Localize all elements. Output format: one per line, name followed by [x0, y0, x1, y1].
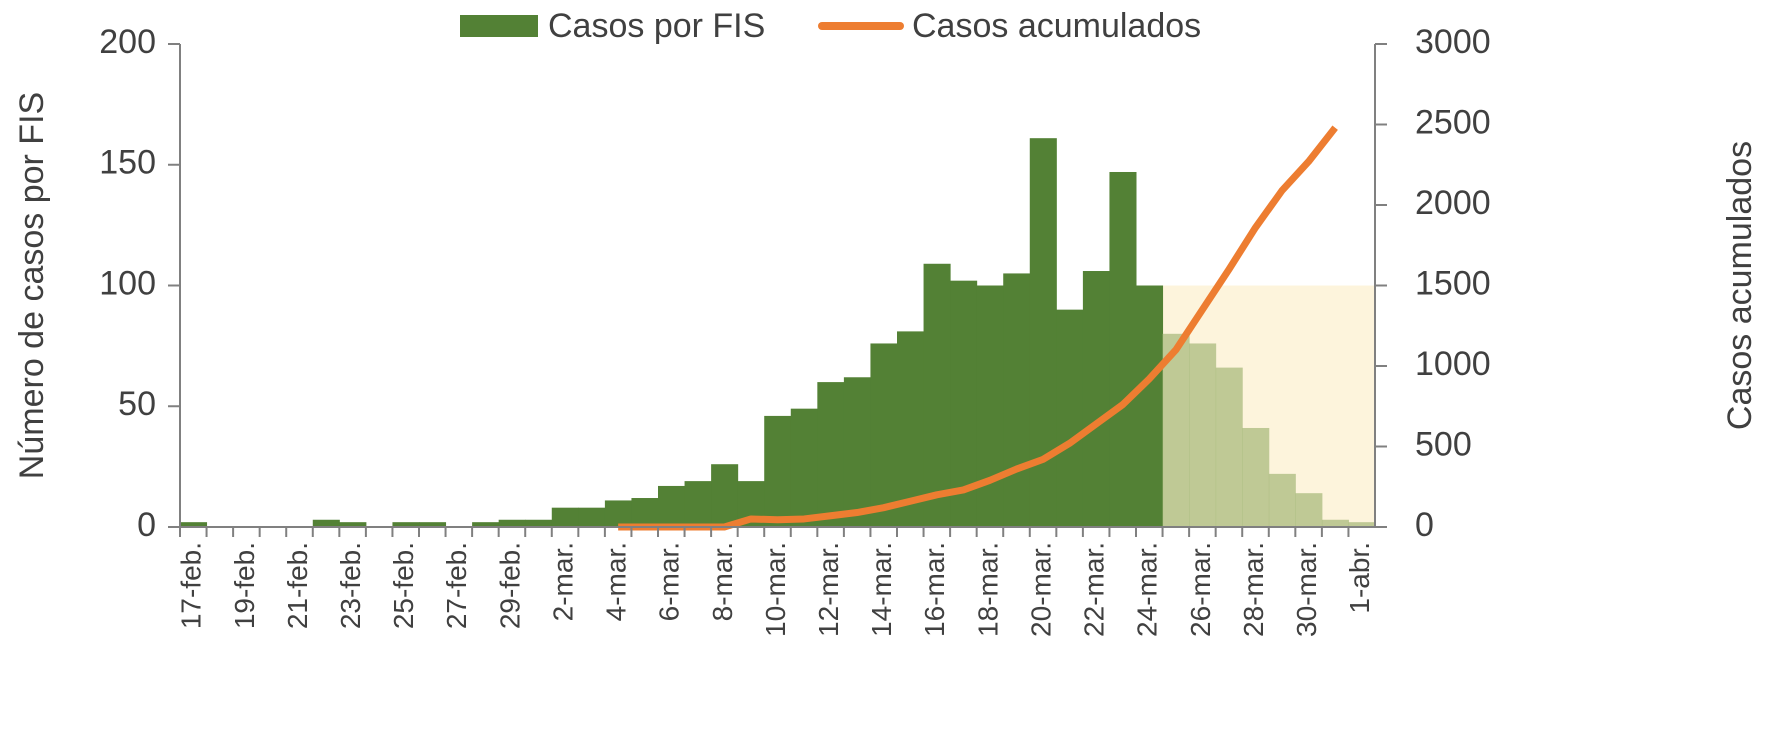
x-tick-label: 19-feb. [229, 542, 260, 629]
y2-tick-label: 3000 [1415, 23, 1491, 61]
bar [1029, 138, 1057, 527]
bar [1348, 522, 1376, 527]
x-tick-label: 16-mar. [919, 542, 950, 637]
bar [976, 285, 1004, 527]
bar [843, 377, 871, 527]
x-tick-label: 2-mar. [547, 542, 578, 621]
bar [870, 343, 898, 527]
x-tick-label: 28-mar. [1238, 542, 1269, 637]
legend-label: Casos acumulados [912, 7, 1201, 45]
bar [1082, 271, 1110, 527]
bar [525, 519, 553, 527]
y2-tick-label: 2000 [1415, 184, 1491, 222]
x-tick-label: 21-feb. [282, 542, 313, 629]
bar [1136, 285, 1164, 527]
bar [180, 522, 208, 527]
x-tick-label: 1-abr. [1344, 542, 1375, 614]
bar [551, 507, 579, 527]
bar [604, 500, 632, 527]
bar [897, 331, 925, 527]
y2-tick-label: 1000 [1415, 345, 1491, 383]
line [618, 125, 1338, 531]
x-tick-label: 29-feb. [494, 542, 525, 629]
bar [472, 522, 500, 527]
bar [1321, 519, 1349, 527]
x-tick-label: 23-feb. [335, 542, 366, 629]
x-tick-label: 10-mar. [760, 542, 791, 637]
y-tick-label: 100 [99, 264, 156, 302]
bar [1003, 273, 1031, 527]
bar [1215, 367, 1243, 527]
bar [817, 382, 845, 527]
y-tick-label: 150 [99, 144, 156, 182]
x-tick-label: 8-mar. [707, 542, 738, 621]
bar [1056, 309, 1084, 527]
bar [1189, 343, 1217, 527]
x-tick-label: 4-mar. [601, 542, 632, 621]
x-tick-label: 20-mar. [1025, 542, 1056, 637]
x-tick-label: 6-mar. [654, 542, 685, 621]
x-tick-label: 14-mar. [866, 542, 897, 637]
y2-tick-label: 1500 [1415, 264, 1491, 302]
bar [419, 522, 447, 527]
y2-tick-label: 2500 [1415, 103, 1491, 141]
bar [1268, 473, 1296, 527]
y2-tick-label: 0 [1415, 506, 1434, 544]
x-tick-label: 24-mar. [1132, 542, 1163, 637]
bar [339, 522, 367, 527]
bar [684, 481, 712, 527]
bar [1109, 171, 1137, 527]
bar [764, 415, 792, 527]
bar [631, 498, 659, 527]
x-tick-label: 17-feb. [176, 542, 207, 629]
x-tick-label: 26-mar. [1185, 542, 1216, 637]
x-tick-label: 22-mar. [1079, 542, 1110, 637]
x-tick-label: 18-mar. [972, 542, 1003, 637]
bar [790, 408, 818, 527]
bar [392, 522, 420, 527]
y-tick-label: 0 [137, 506, 156, 544]
bar [578, 507, 606, 527]
x-tick-label: 27-feb. [441, 542, 472, 629]
bar [1242, 427, 1270, 527]
y-tick-label: 200 [99, 23, 156, 61]
x-tick-label: 25-feb. [388, 542, 419, 629]
bar [1295, 493, 1323, 527]
y-axis-label: Número de casos por FIS [13, 92, 51, 479]
bar [923, 263, 951, 527]
y2-axis-label: Casos acumulados [1721, 141, 1759, 430]
bar [711, 464, 739, 527]
bar [312, 519, 340, 527]
bar [658, 485, 686, 527]
x-tick-label: 30-mar. [1291, 542, 1322, 637]
x-tick-label: 12-mar. [813, 542, 844, 637]
y2-tick-label: 500 [1415, 425, 1472, 463]
y-tick-label: 50 [118, 385, 156, 423]
legend-swatch [460, 15, 538, 37]
bar [498, 519, 526, 527]
bar [1162, 333, 1190, 527]
legend-label: Casos por FIS [548, 7, 765, 45]
